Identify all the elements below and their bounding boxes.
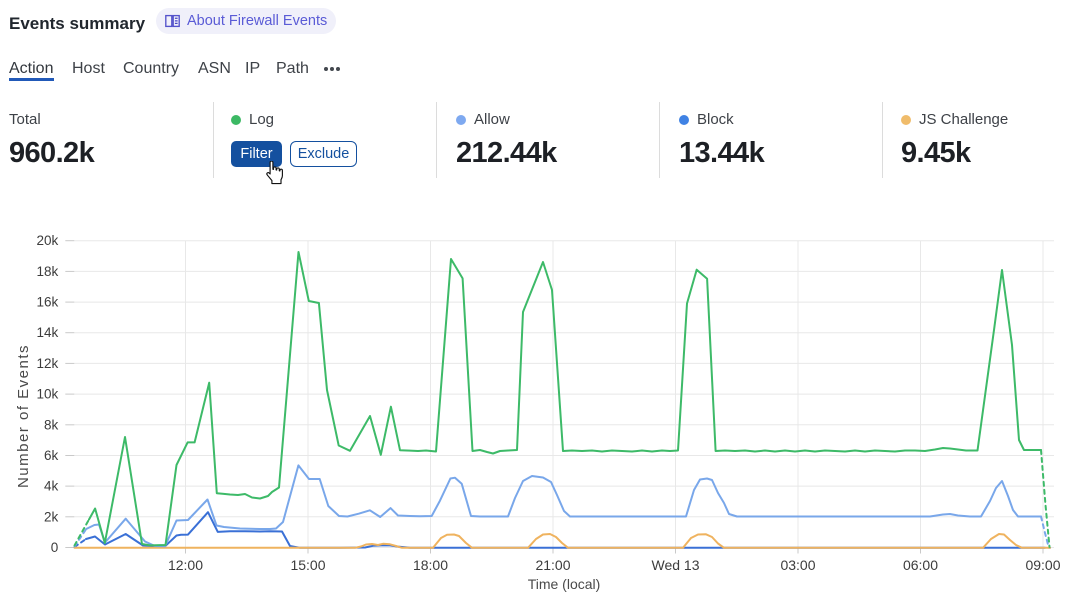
svg-text:03:00: 03:00 [780, 557, 815, 573]
svg-text:Number of Events: Number of Events [15, 344, 32, 488]
svg-text:6k: 6k [44, 448, 59, 463]
svg-text:18k: 18k [37, 264, 59, 279]
svg-text:16k: 16k [37, 295, 59, 310]
svg-text:18:00: 18:00 [413, 557, 448, 573]
svg-text:12k: 12k [37, 356, 59, 371]
svg-text:4k: 4k [44, 479, 59, 494]
svg-text:09:00: 09:00 [1025, 557, 1060, 573]
svg-text:Time (local): Time (local) [528, 576, 601, 592]
svg-text:8k: 8k [44, 417, 59, 432]
svg-text:15:00: 15:00 [290, 557, 325, 573]
svg-text:Wed 13: Wed 13 [652, 557, 700, 573]
svg-text:12:00: 12:00 [168, 557, 203, 573]
svg-text:20k: 20k [37, 233, 59, 248]
svg-text:14k: 14k [37, 325, 59, 340]
svg-text:06:00: 06:00 [903, 557, 938, 573]
svg-text:2k: 2k [44, 509, 59, 524]
svg-text:0: 0 [51, 540, 59, 555]
svg-text:10k: 10k [37, 387, 59, 402]
svg-text:21:00: 21:00 [535, 557, 570, 573]
